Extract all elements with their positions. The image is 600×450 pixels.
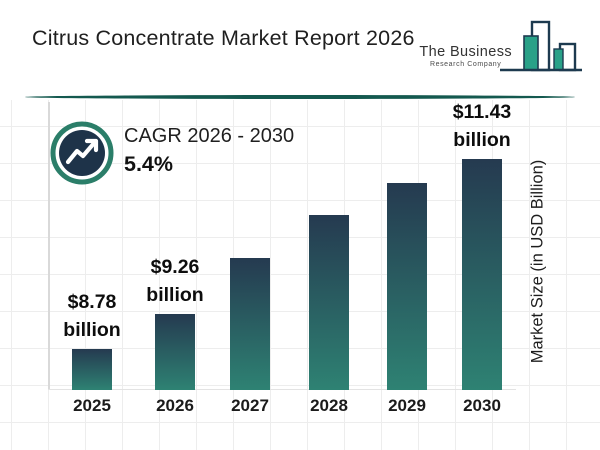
bar-2025 [72,349,112,390]
cagr-badge: CAGR 2026 - 2030 5.4% [50,121,294,190]
x-tick-2027: 2027 [231,396,269,415]
value-label-2030: $11.43 billion [452,101,512,151]
x-axis-line [48,389,516,390]
bar-2028 [309,215,349,390]
trending-up-icon [50,121,114,190]
value-label-2025: $8.78 billion [63,291,121,341]
y-axis-title: Market Size (in USD Billion) [528,159,547,364]
header-divider [25,95,575,99]
bar-2029 [387,183,427,390]
x-tick-2026: 2026 [156,396,194,415]
bar-2027 [230,258,270,390]
company-logo: The Business Research Company [419,16,584,81]
cagr-value: 5.4% [124,152,174,176]
x-tick-2025: 2025 [73,396,111,415]
value-label-2026: $9.26 billion [146,256,204,306]
bar-chart-logo-icon [498,16,584,81]
bar-2030 [462,159,502,390]
logo-text: The Business Research Company [419,44,512,68]
x-tick-2030: 2030 [463,396,501,415]
cagr-label: CAGR 2026 - 2030 [124,125,295,147]
logo-subname: Research Company [429,60,502,68]
x-tick-2029: 2029 [388,396,426,415]
y-axis-line [48,102,50,390]
cagr-text: CAGR 2026 - 2030 5.4% [124,121,294,177]
bar-2026 [155,314,195,390]
page-title: Citrus Concentrate Market Report 2026 [32,26,415,50]
x-tick-2028: 2028 [310,396,348,415]
logo-name: The Business [419,43,512,60]
